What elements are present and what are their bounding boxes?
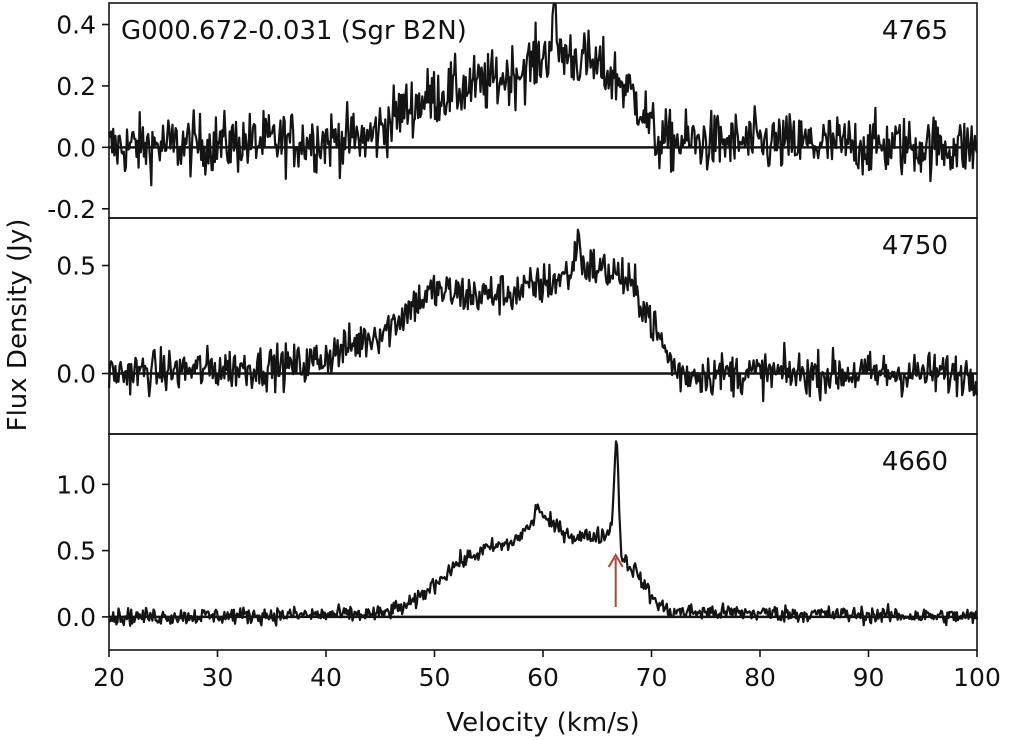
x-tick-label: 60 xyxy=(527,663,559,692)
y-tick-label: 1.0 xyxy=(56,470,96,499)
y-tick-label: 0.0 xyxy=(56,133,96,162)
y-axis-title: Flux Density (Jy) xyxy=(3,219,33,432)
x-tick-label: 40 xyxy=(310,663,342,692)
x-tick-label: 80 xyxy=(744,663,776,692)
marker-arrow-icon xyxy=(607,553,624,568)
spectrum-line-4660 xyxy=(108,440,979,627)
spectrum-line-4750 xyxy=(107,228,979,403)
x-tick-label: 90 xyxy=(853,663,885,692)
y-tick-label: -0.2 xyxy=(47,195,96,224)
series-label: 4765 xyxy=(882,16,948,46)
x-tick-label: 50 xyxy=(419,663,451,692)
x-tick-label: 20 xyxy=(93,663,125,692)
panels-group: -0.2 0.0 0.2 0.4 4765 G000.672-0.031 (Sgr B2N… xyxy=(47,2,979,651)
y-tick-label: 0.4 xyxy=(56,11,96,40)
x-tick-label: 30 xyxy=(202,663,234,692)
x-axis: 20 30 40 50 60 70 80 90 100 xyxy=(93,650,1001,692)
source-label: G000.672-0.031 (Sgr B2N) xyxy=(121,16,467,46)
y-tick-label: 0.0 xyxy=(56,603,96,632)
panel-4660: 0.0 0.5 1.0 4660 xyxy=(56,433,979,651)
x-tick-label: 70 xyxy=(636,663,668,692)
panel-4750: 0.0 0.5 4750 xyxy=(56,217,979,435)
x-axis-title: Velocity (km/s) xyxy=(446,708,639,738)
y-tick-label: 0.5 xyxy=(56,252,96,281)
y-tick-label: 0.5 xyxy=(56,537,96,566)
series-label: 4750 xyxy=(882,231,948,261)
series-label: 4660 xyxy=(882,447,948,477)
y-tick-label: 0.2 xyxy=(56,72,96,101)
spectrum-line-4765 xyxy=(107,3,979,187)
y-tick-label: 0.0 xyxy=(56,360,96,389)
x-tick-label: 100 xyxy=(953,663,1001,692)
panel-4765: -0.2 0.0 0.2 0.4 4765 G000.672-0.031 (Sgr B2N… xyxy=(47,2,979,224)
panel-frame xyxy=(108,217,978,435)
